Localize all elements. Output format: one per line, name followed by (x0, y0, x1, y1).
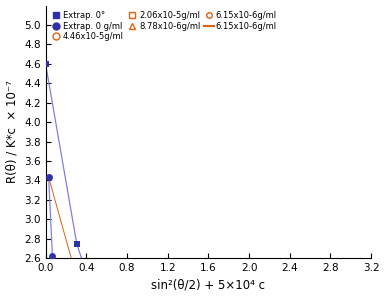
X-axis label: sin²(θ/2) + 5×10⁴ c: sin²(θ/2) + 5×10⁴ c (151, 279, 265, 291)
Y-axis label: R(θ) / K*c  × 10⁻⁷: R(θ) / K*c × 10⁻⁷ (5, 80, 18, 183)
Legend: Extrap. 0°, Extrap. 0 g/ml, 4.46x10-5g/ml, 2.06x10-5g/ml, 8.78x10-6g/ml, 6.15x10: Extrap. 0°, Extrap. 0 g/ml, 4.46x10-5g/m… (50, 10, 278, 42)
